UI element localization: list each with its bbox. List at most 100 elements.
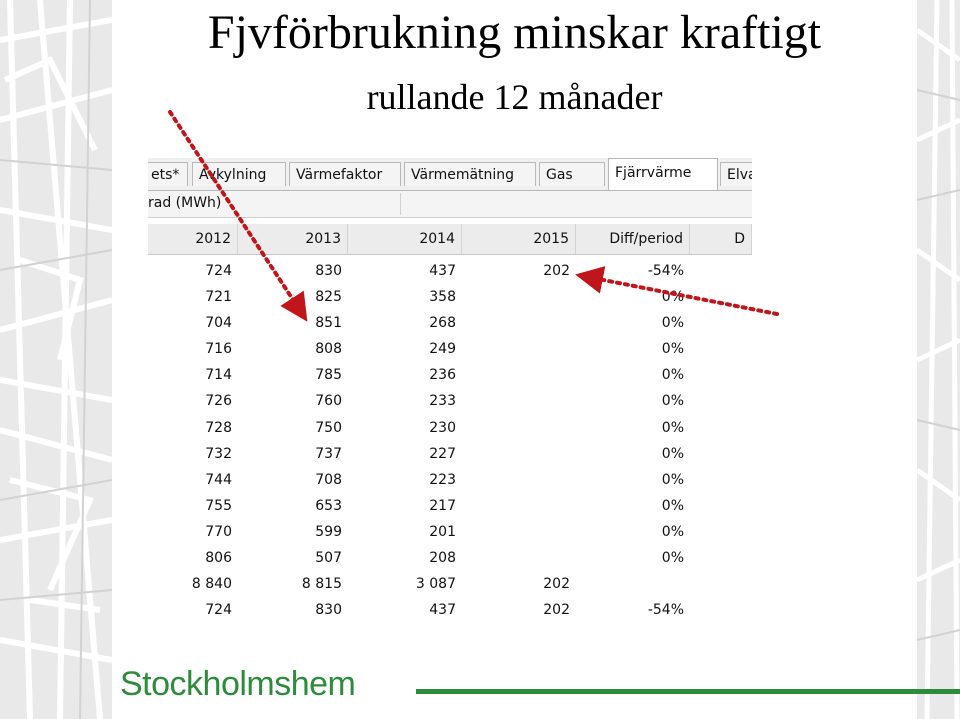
table-cell: 755 [205, 497, 232, 514]
table-row[interactable]: 770 599 201 0% [148, 519, 752, 545]
table-cell [462, 388, 576, 414]
table-cell: 0% [661, 550, 684, 567]
slide-subtitle: rullande 12 månader [366, 77, 663, 117]
table-cell: 728 [205, 419, 232, 436]
tab-varmefaktor[interactable]: Värmefaktor [289, 162, 401, 186]
column-header-d[interactable]: D [690, 224, 752, 254]
table-cell: 233 [429, 393, 456, 410]
table-cell: 0% [661, 367, 684, 384]
unit-bar: rad (MWh) [148, 191, 752, 218]
table-cell: 708 [315, 471, 342, 488]
table-cell: 0% [661, 419, 684, 436]
table-cell: 0% [661, 289, 684, 306]
table-cell: 227 [429, 445, 456, 462]
table-cell: 208 [429, 550, 456, 567]
table-header: 2012 2013 2014 2015 Diff/period D [148, 224, 752, 255]
unit-label: rad (MWh) [148, 195, 222, 211]
column-header-2014[interactable]: 2014 [348, 224, 462, 254]
stockholmshem-logo: Stockholmshem [120, 665, 356, 703]
table-cell: 724 [205, 263, 232, 279]
table-cell: 0% [661, 445, 684, 462]
map-background-right [917, 0, 960, 719]
table-cell [462, 336, 576, 362]
table-cell: 230 [429, 419, 456, 436]
table-cell: 830 [315, 263, 342, 279]
table-cell: 732 [205, 445, 232, 462]
table-cell: 808 [315, 341, 342, 358]
table-cell: 0% [661, 315, 684, 332]
table-cell: 760 [315, 393, 342, 410]
tab-bar: ets* Avkylning Värmefaktor Värmemätning … [148, 158, 752, 191]
table-cell: 3 087 [415, 576, 456, 593]
embedded-app-screenshot: ets* Avkylning Värmefaktor Värmemätning … [148, 158, 752, 628]
table-body: 724 830 437 202 -54% 721 825 358 0% 704 851 268 0% 71… [148, 258, 752, 623]
table-cell [462, 441, 576, 467]
tab-fjarrvarme[interactable]: Fjärrvärme [608, 158, 718, 190]
table-cell: 830 [315, 602, 342, 619]
table-cell: 599 [315, 523, 342, 540]
table-cell: 8 840 [191, 576, 232, 593]
table-cell [462, 467, 576, 493]
table-cell [576, 571, 690, 597]
table-cell: -54% [647, 602, 684, 619]
table-row[interactable]: 724 830 437 202 -54% [148, 258, 752, 284]
brand-line [416, 689, 960, 694]
table-cell: 851 [315, 315, 342, 332]
tab-ets[interactable]: ets* [148, 162, 188, 186]
tab-varmematning[interactable]: Värmemätning [404, 162, 536, 186]
table-row[interactable]: 726 760 233 0% [148, 388, 752, 414]
table-cell: 0% [661, 341, 684, 358]
table-cell: 785 [315, 367, 342, 384]
table-cell [462, 284, 576, 310]
table-cell: 437 [429, 602, 456, 619]
table-cell: 724 [205, 602, 232, 619]
table-row[interactable]: 744 708 223 0% [148, 467, 752, 493]
column-header-diff-period[interactable]: Diff/period [576, 224, 690, 254]
table-row[interactable]: 724 830 437 202 -54% [148, 597, 752, 623]
table-cell: 202 [543, 602, 570, 619]
table-row[interactable]: 721 825 358 0% [148, 284, 752, 310]
table-row[interactable]: 732 737 227 0% [148, 441, 752, 467]
table-cell: 716 [205, 341, 232, 358]
tab-avkylning[interactable]: Avkylning [192, 162, 286, 186]
table-row[interactable]: 728 750 230 0% [148, 415, 752, 441]
table-row[interactable]: 806 507 208 0% [148, 545, 752, 571]
table-cell: 0% [661, 523, 684, 540]
column-header-2015[interactable]: 2015 [462, 224, 576, 254]
table-row[interactable]: 714 785 236 0% [148, 362, 752, 388]
table-cell: 268 [429, 315, 456, 332]
table-cell [462, 519, 576, 545]
table-cell: 201 [429, 523, 456, 540]
table-cell: 721 [205, 289, 232, 306]
table-row[interactable]: 716 808 249 0% [148, 336, 752, 362]
column-header-2012[interactable]: 2012 [148, 224, 238, 254]
table-cell: 223 [429, 471, 456, 488]
table-cell: 825 [315, 289, 342, 306]
table-row[interactable]: 8 840 8 815 3 087 202 [148, 571, 752, 597]
table-cell: 744 [205, 471, 232, 488]
table-cell: 0% [661, 471, 684, 488]
table-cell: 358 [429, 289, 456, 306]
tab-gas[interactable]: Gas [539, 162, 605, 186]
table-cell: 217 [429, 497, 456, 514]
table-cell: -54% [647, 263, 684, 279]
table-cell: 8 815 [301, 576, 342, 593]
table-cell: 0% [661, 393, 684, 410]
table-cell: 249 [429, 341, 456, 358]
column-header-2013[interactable]: 2013 [238, 224, 348, 254]
table-row[interactable]: 755 653 217 0% [148, 493, 752, 519]
table-cell: 0% [661, 497, 684, 514]
table-cell [462, 415, 576, 441]
table-cell: 236 [429, 367, 456, 384]
table-cell: 714 [205, 367, 232, 384]
slide-title: Fjvförbrukning minskar kraftigt [207, 6, 822, 59]
table-cell: 507 [315, 550, 342, 567]
tab-elva[interactable]: Elva [720, 162, 752, 186]
table-cell: 726 [205, 393, 232, 410]
subbar-divider [400, 193, 401, 215]
table-cell: 737 [315, 445, 342, 462]
table-cell: 704 [205, 315, 232, 332]
table-cell: 437 [429, 263, 456, 279]
table-cell: 750 [315, 419, 342, 436]
table-row[interactable]: 704 851 268 0% [148, 310, 752, 336]
